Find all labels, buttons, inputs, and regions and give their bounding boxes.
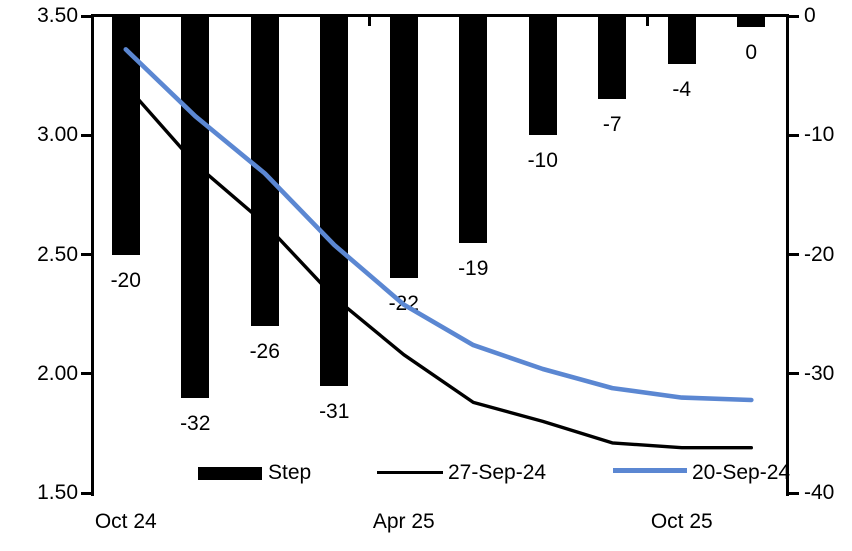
bar-data-label: 0 (745, 41, 758, 64)
bar-data-label: -32 (180, 411, 211, 435)
right-axis-tick-label: 0 (804, 4, 816, 27)
bar-data-label: -31 (319, 399, 350, 423)
left-axis-tick-label: 2.50 (37, 242, 78, 266)
category-axis-tick (646, 16, 649, 26)
right-axis-tick-label: -10 (804, 123, 835, 147)
right-axis-tick-label: -20 (804, 242, 835, 266)
step-bar (389, 16, 418, 279)
bar-data-label: -26 (249, 340, 280, 364)
right-axis-tick-label: -40 (804, 481, 835, 504)
legend-label-step: Step (268, 461, 312, 484)
right-axis-tick (789, 133, 799, 137)
left-axis-tick-label: 3.50 (37, 4, 78, 27)
right-axis-tick (789, 491, 799, 495)
legend-blue-line-swatch (613, 468, 687, 473)
x-axis-label: Oct 25 (650, 510, 713, 533)
right-axis-tick (789, 253, 799, 256)
right-axis-tick (789, 14, 799, 18)
legend-label-20-sep-24: 20-Sep-24 (692, 461, 791, 484)
right-axis-line (786, 13, 789, 496)
step-bar (320, 16, 349, 386)
left-axis-tick (81, 491, 91, 495)
bar-data-label: -10 (527, 149, 558, 173)
left-axis-tick (81, 253, 91, 256)
legend-label-27-sep-24: 27-Sep-24 (448, 461, 547, 484)
bar-data-label: -7 (602, 113, 622, 137)
left-axis-tick-label: 2.00 (37, 361, 78, 385)
step-bar (111, 16, 140, 255)
left-axis-tick (81, 14, 91, 18)
x-axis-label: Oct 24 (94, 510, 157, 533)
x-axis-label: Apr 25 (372, 510, 435, 533)
right-axis-tick (789, 372, 799, 376)
bar-data-label: -4 (672, 77, 692, 101)
bar-data-label: -19 (458, 256, 489, 280)
left-axis-tick (81, 133, 91, 137)
right-axis-tick-label: -30 (804, 361, 835, 385)
left-axis-tick (81, 372, 91, 376)
legend-black-line-swatch (377, 471, 443, 475)
step-bar (181, 16, 210, 398)
zero-line (91, 13, 789, 17)
step-bar (459, 16, 488, 243)
left-axis-tick-label: 1.50 (37, 481, 78, 504)
bar-data-label: -20 (110, 268, 141, 292)
step-bar (667, 16, 696, 64)
step-bar (598, 16, 627, 100)
category-axis-tick (368, 16, 371, 26)
step-bar (528, 16, 557, 136)
step-bar (737, 16, 766, 27)
step-bar (250, 16, 279, 327)
bar-data-label: -22 (388, 292, 419, 316)
left-axis-line (91, 13, 94, 496)
legend-bar-swatch (198, 467, 262, 480)
left-axis-tick-label: 3.00 (37, 123, 78, 147)
